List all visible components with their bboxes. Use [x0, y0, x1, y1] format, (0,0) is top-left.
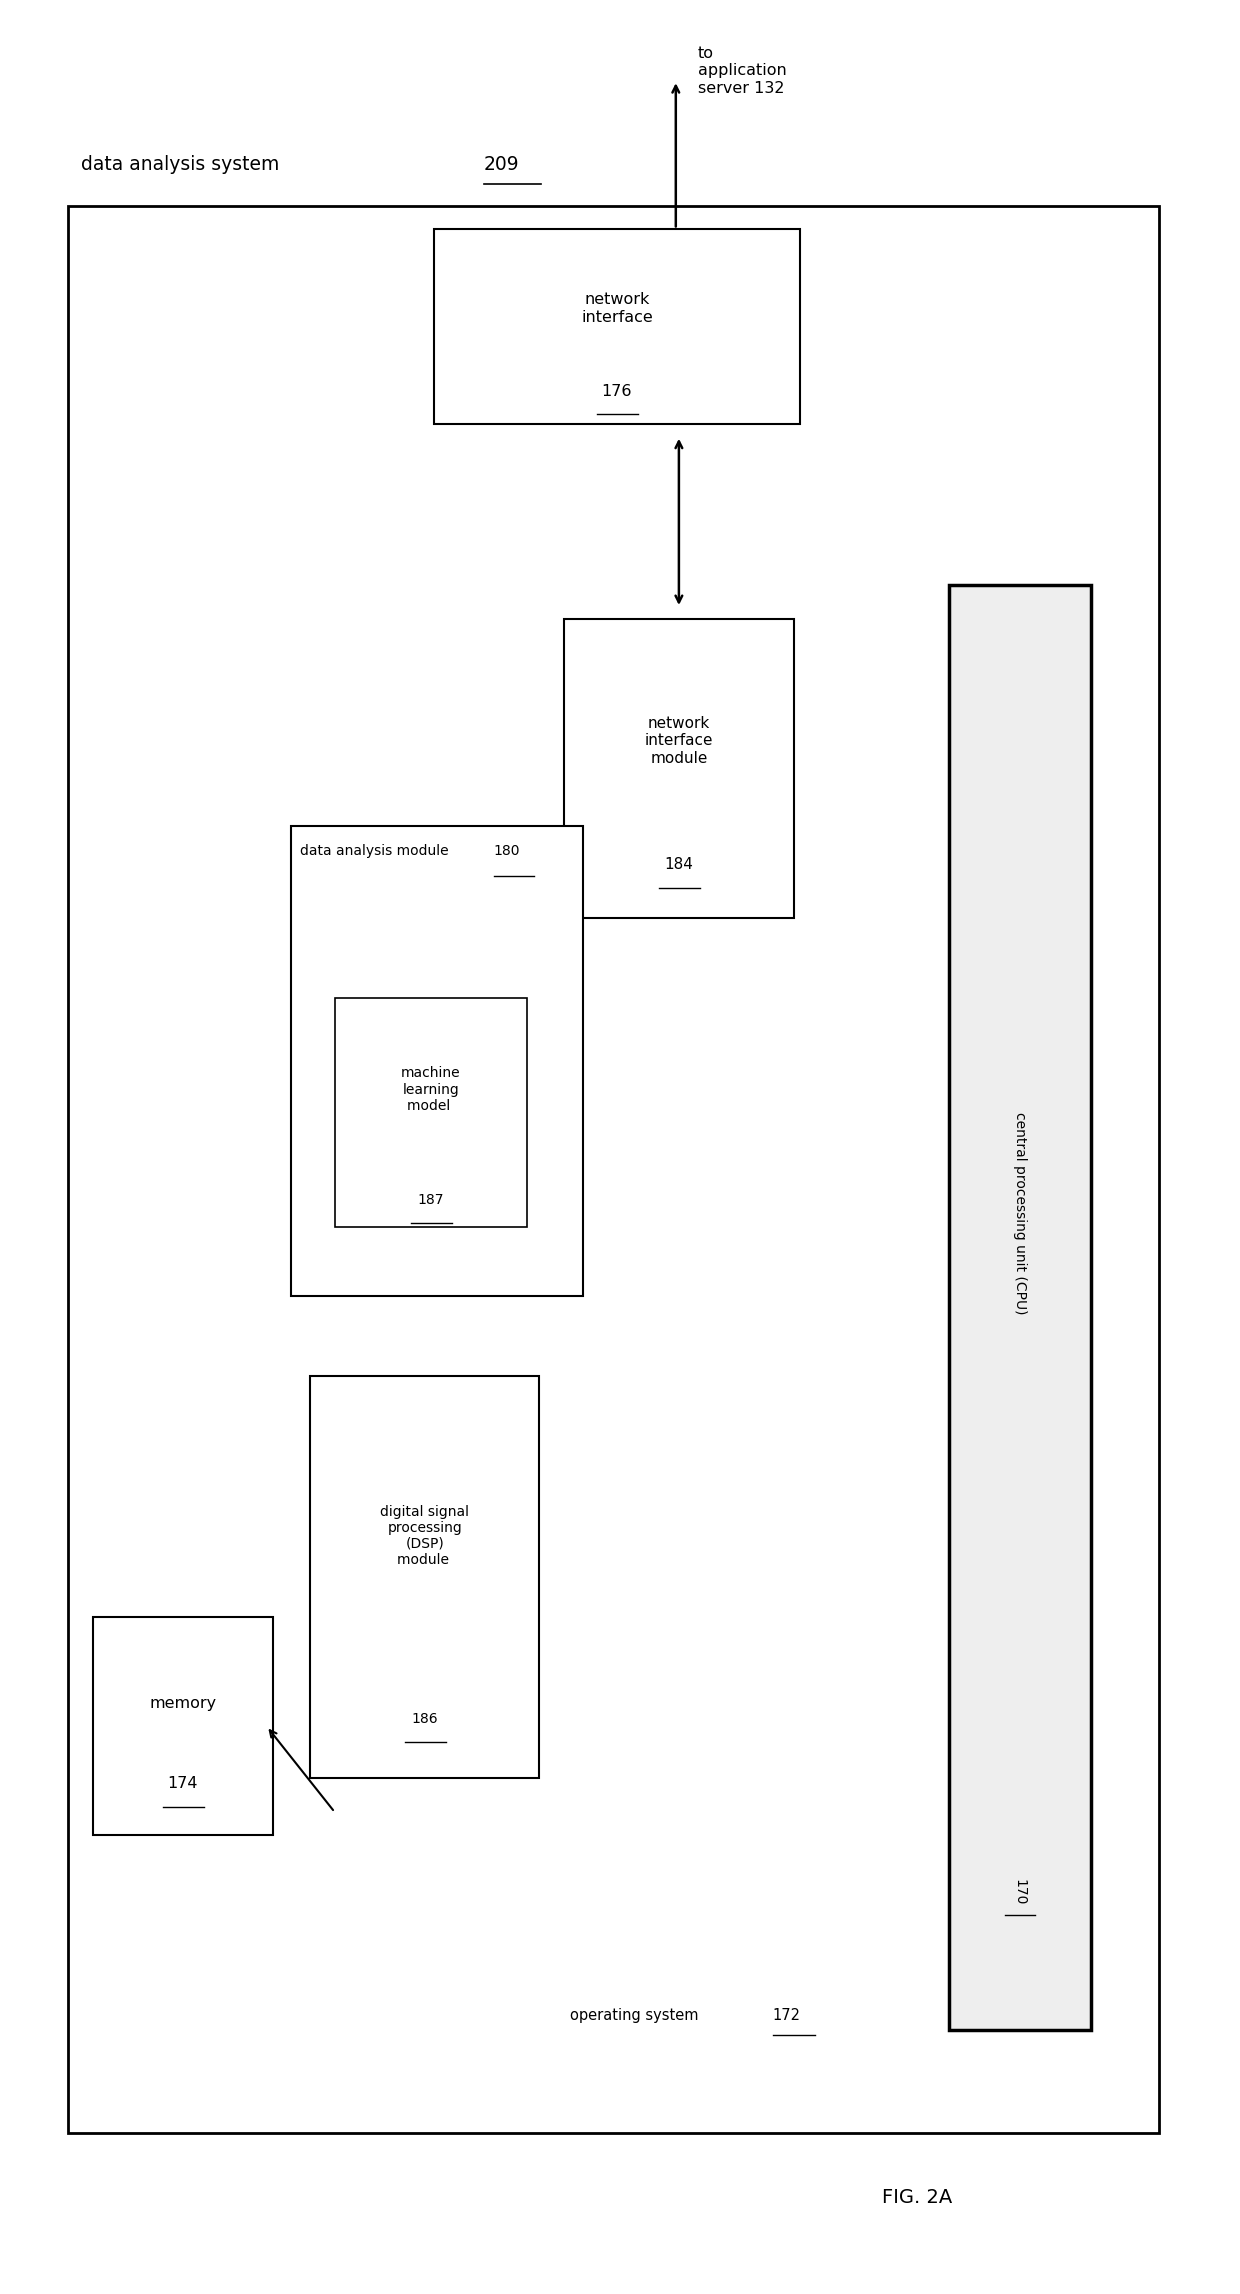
Text: 180: 180 — [494, 844, 520, 858]
Text: 170: 170 — [1013, 1879, 1027, 1906]
Text: memory: memory — [149, 1695, 217, 1711]
Text: 187: 187 — [418, 1193, 444, 1207]
Bar — [434, 229, 800, 424]
Bar — [564, 619, 794, 918]
Bar — [310, 1376, 539, 1778]
Bar — [93, 1617, 273, 1835]
Bar — [291, 826, 583, 1296]
Text: 174: 174 — [167, 1776, 198, 1792]
Bar — [949, 585, 1091, 2030]
Text: 172: 172 — [773, 2007, 801, 2023]
Bar — [68, 206, 1159, 2133]
Text: 209: 209 — [484, 156, 520, 174]
Text: machine
learning
model: machine learning model — [401, 1067, 461, 1113]
Text: data analysis system: data analysis system — [81, 156, 285, 174]
Text: network
interface
module: network interface module — [645, 716, 713, 766]
Text: 184: 184 — [665, 858, 693, 872]
Text: 176: 176 — [601, 383, 632, 399]
Text: central processing unit (CPU): central processing unit (CPU) — [1013, 1113, 1027, 1319]
Text: digital signal
processing
(DSP)
module: digital signal processing (DSP) module — [381, 1505, 469, 1567]
Text: 186: 186 — [412, 1711, 438, 1727]
Text: FIG. 2A: FIG. 2A — [883, 2188, 952, 2207]
Text: to
application
server 132: to application server 132 — [698, 46, 787, 96]
Bar — [335, 998, 527, 1227]
Text: data analysis module: data analysis module — [300, 844, 453, 858]
Text: operating system: operating system — [570, 2007, 703, 2023]
Text: network
interface: network interface — [582, 291, 652, 326]
